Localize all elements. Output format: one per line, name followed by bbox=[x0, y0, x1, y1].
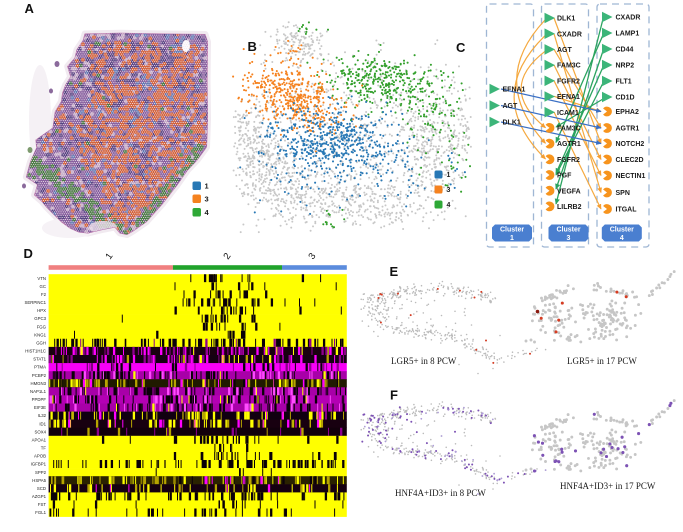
svg-text:STAT1: STAT1 bbox=[33, 357, 46, 362]
svg-text:APOA1: APOA1 bbox=[32, 437, 47, 442]
svg-text:ITGAL: ITGAL bbox=[616, 207, 638, 214]
svg-text:AGTR1: AGTR1 bbox=[557, 141, 581, 148]
svg-text:F: F bbox=[390, 387, 398, 402]
svg-text:PCBP2: PCBP2 bbox=[32, 373, 47, 378]
svg-text:2: 2 bbox=[221, 251, 233, 262]
svg-text:4: 4 bbox=[620, 235, 624, 242]
svg-text:PGF: PGF bbox=[557, 173, 572, 180]
svg-text:4: 4 bbox=[205, 208, 210, 217]
svg-text:SOX4: SOX4 bbox=[35, 429, 47, 434]
svg-text:3: 3 bbox=[447, 187, 451, 194]
svg-text:LILRB2: LILRB2 bbox=[557, 204, 582, 211]
svg-text:FGL1: FGL1 bbox=[35, 510, 46, 515]
svg-text:GGH: GGH bbox=[36, 341, 46, 346]
svg-text:3: 3 bbox=[205, 195, 209, 204]
svg-text:Cluster: Cluster bbox=[610, 227, 634, 234]
svg-text:1: 1 bbox=[205, 182, 209, 191]
svg-text:FGFR2: FGFR2 bbox=[557, 78, 580, 85]
svg-text:HNF4A+ID3+ in 17 PCW: HNF4A+ID3+ in 17 PCW bbox=[560, 481, 656, 491]
svg-text:ID1: ID1 bbox=[39, 421, 46, 426]
svg-text:ICAM1: ICAM1 bbox=[557, 110, 579, 117]
svg-text:Cluster: Cluster bbox=[556, 227, 580, 234]
svg-text:SPP2: SPP2 bbox=[35, 470, 47, 475]
svg-text:TF: TF bbox=[41, 446, 47, 451]
svg-text:CLEC2D: CLEC2D bbox=[616, 157, 644, 164]
svg-text:EPHA2: EPHA2 bbox=[616, 109, 639, 116]
svg-text:NRP2: NRP2 bbox=[616, 63, 635, 70]
svg-text:A: A bbox=[25, 1, 35, 16]
svg-text:EFNA1: EFNA1 bbox=[503, 87, 526, 94]
svg-text:F2: F2 bbox=[41, 292, 47, 297]
svg-text:SERPINC1: SERPINC1 bbox=[25, 300, 47, 305]
svg-text:SCD: SCD bbox=[37, 486, 46, 491]
svg-text:PPDPF: PPDPF bbox=[32, 397, 47, 402]
svg-text:EFNA1: EFNA1 bbox=[557, 94, 580, 101]
svg-text:IGFBP1: IGFBP1 bbox=[31, 462, 47, 467]
svg-text:4: 4 bbox=[447, 202, 451, 209]
svg-text:NECTIN1: NECTIN1 bbox=[616, 173, 646, 180]
svg-text:AGT: AGT bbox=[557, 47, 573, 54]
svg-text:B: B bbox=[248, 39, 257, 54]
svg-text:VTN: VTN bbox=[37, 276, 46, 281]
svg-text:EIF3E: EIF3E bbox=[34, 405, 46, 410]
svg-text:DLK1: DLK1 bbox=[503, 120, 521, 127]
svg-text:CD1D: CD1D bbox=[616, 95, 635, 102]
svg-text:SPN: SPN bbox=[616, 190, 630, 197]
svg-text:HPX: HPX bbox=[37, 308, 46, 313]
svg-text:GPC3: GPC3 bbox=[34, 316, 46, 321]
svg-text:FAM3C: FAM3C bbox=[557, 63, 581, 70]
svg-text:3: 3 bbox=[567, 235, 571, 242]
svg-text:FLT1: FLT1 bbox=[616, 79, 632, 86]
svg-text:LGR5+ in 17 PCW: LGR5+ in 17 PCW bbox=[567, 356, 637, 366]
svg-text:IL32: IL32 bbox=[38, 413, 47, 418]
svg-text:KNG1: KNG1 bbox=[34, 332, 46, 337]
svg-text:FST: FST bbox=[38, 502, 46, 507]
svg-text:1: 1 bbox=[103, 251, 115, 262]
svg-text:3: 3 bbox=[306, 251, 318, 262]
svg-text:CD44: CD44 bbox=[616, 47, 634, 54]
svg-text:GC: GC bbox=[40, 284, 46, 289]
svg-text:CXADR: CXADR bbox=[557, 31, 582, 38]
svg-text:Cluster: Cluster bbox=[500, 227, 524, 234]
svg-text:1: 1 bbox=[510, 235, 514, 242]
svg-text:HMGN3: HMGN3 bbox=[30, 381, 46, 386]
svg-text:NOTCH2: NOTCH2 bbox=[616, 141, 645, 148]
svg-text:1: 1 bbox=[447, 172, 451, 179]
svg-text:E: E bbox=[390, 264, 399, 279]
svg-text:AGT: AGT bbox=[503, 103, 519, 110]
svg-text:APOB: APOB bbox=[34, 454, 46, 459]
svg-text:D: D bbox=[24, 246, 33, 261]
svg-text:FAM3C: FAM3C bbox=[557, 126, 581, 133]
svg-text:PTMA: PTMA bbox=[34, 365, 46, 370]
svg-text:FGFR2: FGFR2 bbox=[557, 157, 580, 164]
svg-text:C: C bbox=[456, 40, 466, 55]
svg-text:AZGP1: AZGP1 bbox=[32, 494, 47, 499]
svg-text:LGR5+ in 8 PCW: LGR5+ in 8 PCW bbox=[391, 356, 457, 366]
svg-text:DLK1: DLK1 bbox=[557, 16, 575, 23]
svg-text:AGTR1: AGTR1 bbox=[616, 126, 640, 133]
svg-text:HSPA5: HSPA5 bbox=[32, 478, 46, 483]
svg-text:NAP1L1: NAP1L1 bbox=[30, 389, 47, 394]
svg-text:CXADR: CXADR bbox=[616, 15, 641, 22]
svg-text:HNF4A+ID3+ in 8 PCW: HNF4A+ID3+ in 8 PCW bbox=[395, 488, 486, 498]
svg-text:LAMP1: LAMP1 bbox=[616, 31, 640, 38]
svg-text:HIST1H1C: HIST1H1C bbox=[25, 349, 46, 354]
svg-text:FGG: FGG bbox=[37, 324, 47, 329]
svg-text:VEGFA: VEGFA bbox=[557, 188, 581, 195]
